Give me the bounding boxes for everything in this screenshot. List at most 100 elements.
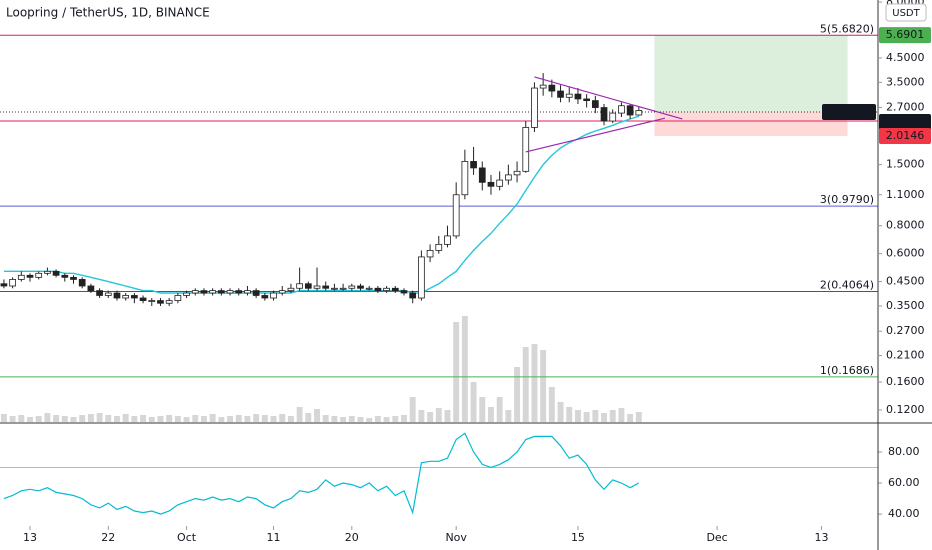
trendline [534,76,683,120]
candle-body [261,295,269,299]
candle-body [87,285,95,292]
volume-bar [322,415,329,422]
volume-bar [79,415,86,422]
candle-body [470,161,477,169]
candle-body [278,290,286,294]
volume-bar [635,412,642,422]
candle-body [331,287,338,290]
volume-bar [261,415,268,422]
fib-label: 3(0.9790) [820,193,874,206]
volume-bar [114,416,120,422]
currency-box [885,3,927,22]
volume-bar [583,412,590,422]
volume-bar [444,410,451,422]
candle-body [418,256,425,299]
volume-bar [122,414,129,422]
volume-bar [401,415,407,422]
volume-bar [609,410,616,422]
position-loss [654,111,848,136]
volume-bar [131,416,138,422]
candle-body [26,274,34,278]
volume-bar [209,414,216,422]
fib-label: 1(0.1686) [820,364,874,377]
volume-bar [409,397,416,422]
rsi-tick-label: 40.00 [888,507,920,520]
volume-bar [253,414,260,422]
y-tick-label: 0.4500 [886,275,925,288]
candle-body [96,290,103,296]
volume-bar [366,418,373,422]
candle-body [435,243,443,251]
candle-body [365,287,373,290]
volume-bar [383,417,390,422]
candle-body [113,292,121,299]
volume-bar [305,413,312,422]
y-tick-label: 1.1000 [886,188,925,201]
volume-bar [218,417,225,422]
candle-body [322,285,330,289]
candle-body [304,283,312,289]
candle-body [44,270,51,274]
symbol-tag: LRCUSDT [826,107,873,118]
candle-body [574,93,582,100]
volume-bar [227,416,234,422]
candle-body [296,283,303,289]
y-tick-label: 2.7000 [886,101,925,114]
target-tag-bg [879,27,931,44]
candle-body [400,290,408,294]
x-tick-label: 15 [571,531,585,544]
candle-body [609,112,617,122]
candle-body [157,300,164,304]
volume-bar [287,416,294,422]
stop-tag: 2.0146 [886,129,925,142]
candle-body [0,283,8,287]
candle-body [409,292,417,299]
candle-body [200,290,208,294]
volume-bar [314,409,320,422]
volume-bar [53,415,60,422]
candle-body [522,127,530,172]
price-pane: 5(5.6820) 3(0.9790) 2(0.4064) 1(0.1686) [0,22,878,422]
candle-body [287,287,295,292]
candle-body [235,290,243,294]
volume-bar [44,413,51,422]
volume-bar [618,408,625,422]
fib-label: 2(0.4064) [820,278,874,291]
volume-bar [479,397,486,422]
symbol-tag-bg [822,104,876,121]
volume-bar [157,416,164,422]
y-tick-label: 0.1200 [886,403,925,416]
y-tick-label: 3.5000 [886,75,925,88]
volume-bar [374,416,381,422]
candle-body [487,181,495,187]
candle-body [226,290,234,294]
rsi-tick-label: 80.00 [888,445,920,458]
volume-bar [96,413,103,422]
candle-body [539,84,547,89]
y-tick-label: 4.5000 [886,51,925,64]
candle-body [104,292,112,296]
candle-body [70,276,77,280]
candle-body [270,292,277,299]
candle-body [339,287,347,290]
candle-body [635,110,643,116]
candle-body [548,84,556,92]
candle-body [35,272,43,278]
volume-bar [427,412,434,422]
position-profit [654,35,848,112]
volume-bar [35,416,42,422]
candle-body [131,295,138,299]
candle-body [513,170,521,176]
candle-body [244,290,251,294]
volume-bar [279,414,286,422]
volume-bar [244,416,251,422]
currency-label: USDT [892,8,920,19]
candle-body [148,300,156,302]
x-tick-label: 20 [345,531,359,544]
volume-bar [574,410,581,422]
volume-bar [296,407,303,422]
y-tick-label: 0.1600 [886,375,925,388]
volume-bar [470,382,477,422]
candle-body [461,161,469,196]
x-tick-label: 11 [267,531,281,544]
